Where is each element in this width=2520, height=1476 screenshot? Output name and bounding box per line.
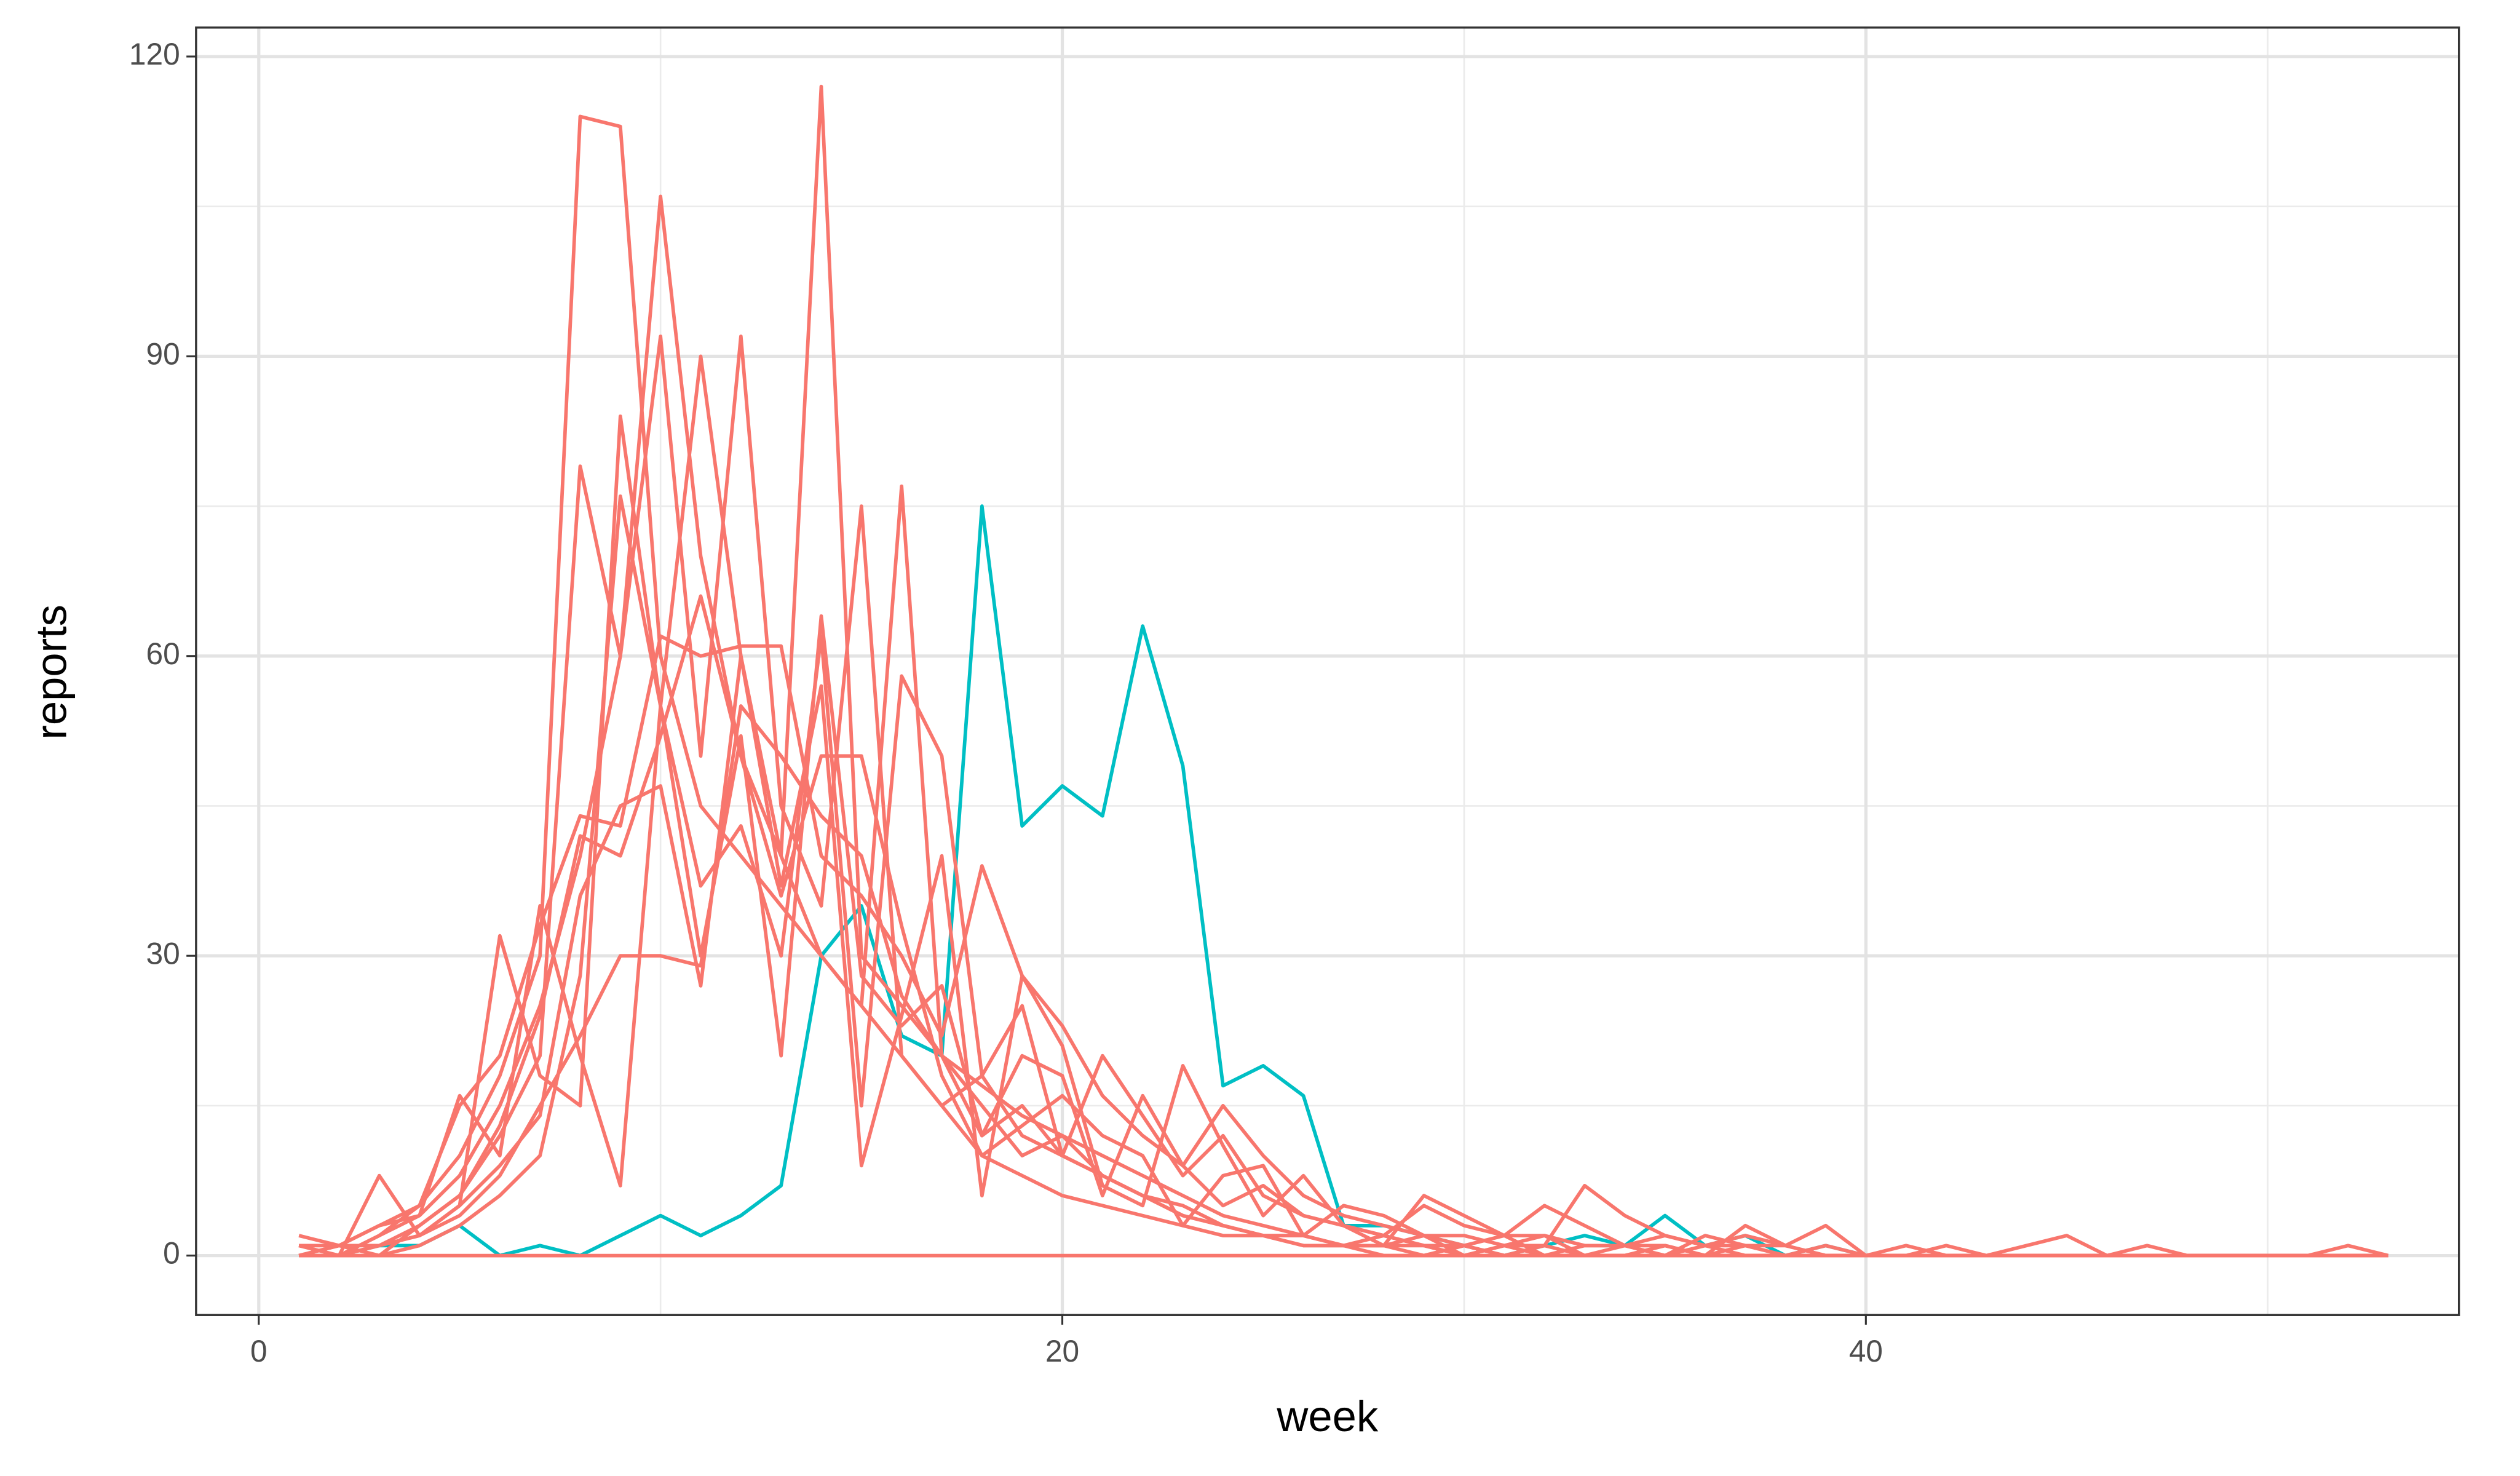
y-tick-label: 60 [146,637,180,671]
panel-border [195,26,2460,1316]
y-tick-label: 30 [146,936,180,970]
y-axis-title: reports [27,605,76,740]
x-tick-label: 20 [1045,1334,1079,1368]
y-tick-label: 90 [146,336,180,371]
x-axis-title: week [1276,1392,1378,1440]
y-tick-label: 120 [129,37,180,71]
x-tick-label: 40 [1849,1334,1883,1368]
y-tick-label: 0 [163,1236,180,1271]
x-tick-label: 0 [250,1334,267,1368]
